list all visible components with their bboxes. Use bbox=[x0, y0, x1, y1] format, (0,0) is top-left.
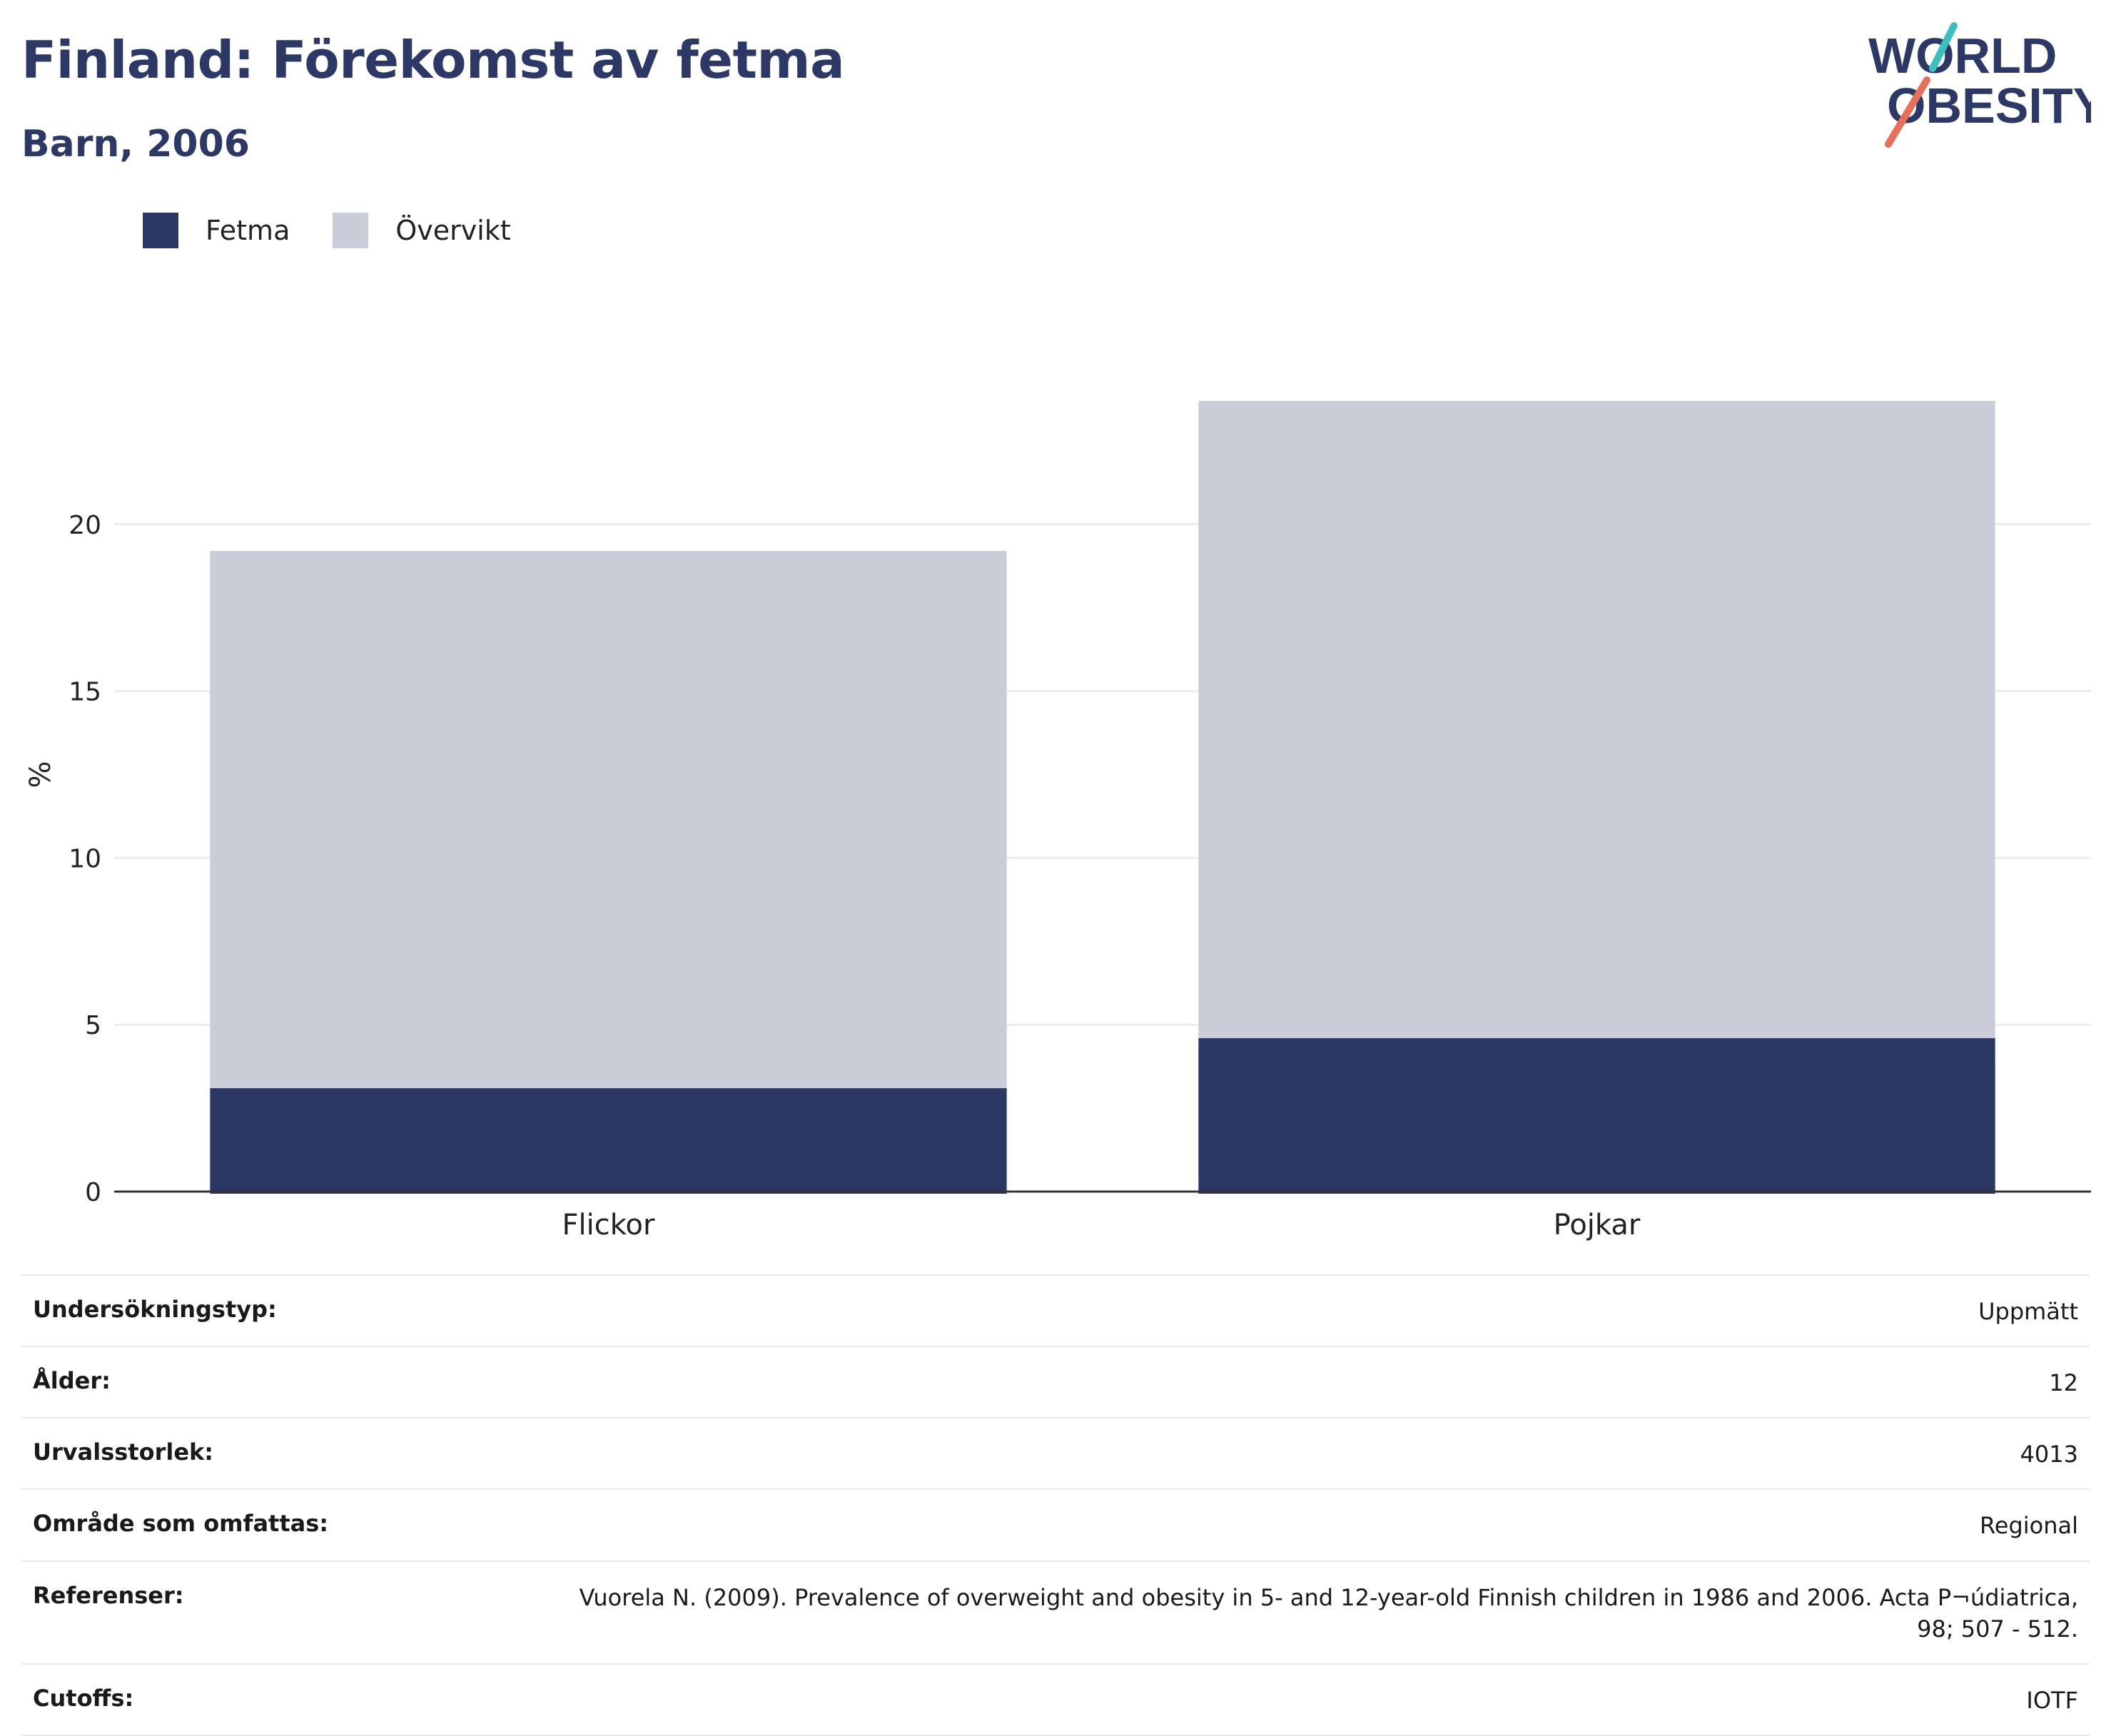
chart-subtitle: Barn, 2006 bbox=[21, 123, 250, 166]
y-tick-label: 15 bbox=[69, 678, 101, 707]
chart-legend: Fetma Övervikt bbox=[143, 213, 554, 248]
legend-swatch-overvikt bbox=[333, 213, 369, 248]
info-value: Uppmätt bbox=[1978, 1298, 2078, 1325]
info-row: Referenser: Vuorela N. (2009). Prevalence… bbox=[21, 1560, 2090, 1663]
chart-title: Finland: Förekomst av fetma bbox=[21, 30, 845, 90]
survey-info-table: Undersökningstyp: Uppmätt Ålder: 12 Urvalsst… bbox=[21, 1274, 2090, 1736]
info-label: Urvalsstorlek: bbox=[33, 1438, 214, 1466]
logo-coral-stroke bbox=[1885, 76, 1930, 148]
info-row: Cutoffs: IOTF bbox=[21, 1663, 2090, 1736]
bar-fetma-flickor bbox=[210, 1088, 1007, 1194]
info-value: IOTF bbox=[2026, 1686, 2078, 1714]
y-tick-label: 0 bbox=[85, 1178, 101, 1207]
info-value: 4013 bbox=[2020, 1441, 2078, 1468]
info-value: 12 bbox=[2049, 1369, 2078, 1397]
info-row: Område som omfattas: Regional bbox=[21, 1488, 2090, 1560]
y-tick-label: 5 bbox=[85, 1011, 101, 1040]
info-label: Undersökningstyp: bbox=[33, 1296, 277, 1323]
info-value: Regional bbox=[1979, 1512, 2078, 1540]
info-label: Cutoffs: bbox=[33, 1684, 134, 1712]
stacked-bar-chart: 0 5 10 15 20% Flickor Pojkar bbox=[24, 400, 2091, 1242]
bar-overvikt-flickor bbox=[210, 551, 1007, 1089]
logo-text-line1: WORLD bbox=[1868, 28, 2057, 83]
info-row: Undersökningstyp: Uppmätt bbox=[21, 1274, 2090, 1346]
y-tick-label: 20 bbox=[69, 511, 101, 540]
info-row: Ålder: 12 bbox=[21, 1346, 2090, 1417]
world-obesity-logo: WORLD OBESITY bbox=[1868, 22, 2091, 148]
y-tick-label: 10 bbox=[69, 844, 101, 873]
info-row: Urvalsstorlek: 4013 bbox=[21, 1417, 2090, 1488]
legend-label-overvikt: Övervikt bbox=[395, 215, 511, 246]
legend-item-overvikt[interactable]: Övervikt bbox=[333, 213, 511, 248]
bar-fetma-pojkar bbox=[1198, 1037, 1995, 1194]
logo-text-line2: OBESITY bbox=[1887, 78, 2091, 133]
x-tick-label: Flickor bbox=[562, 1209, 655, 1242]
bar-overvikt-pojkar bbox=[1198, 400, 1995, 1038]
legend-label-fetma: Fetma bbox=[206, 215, 290, 246]
logo-teal-stroke bbox=[1929, 22, 1958, 72]
info-label: Referenser: bbox=[33, 1581, 184, 1609]
info-label: Ålder: bbox=[33, 1367, 111, 1395]
legend-item-fetma[interactable]: Fetma bbox=[143, 213, 290, 248]
info-label: Område som omfattas: bbox=[33, 1510, 329, 1538]
info-value: Vuorela N. (2009). Prevalence of overwei… bbox=[579, 1583, 2078, 1643]
x-tick-label: Pojkar bbox=[1554, 1209, 1641, 1242]
legend-swatch-fetma bbox=[143, 213, 178, 248]
y-axis-label: % bbox=[24, 761, 57, 788]
